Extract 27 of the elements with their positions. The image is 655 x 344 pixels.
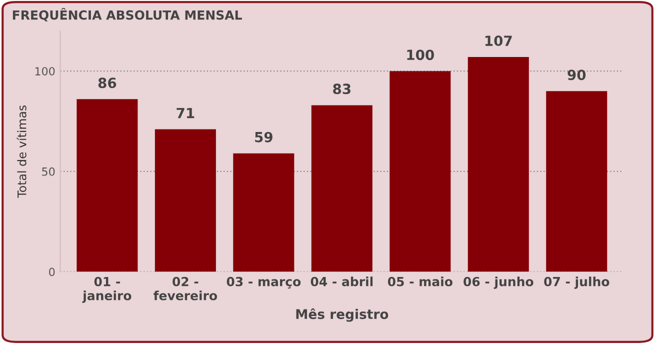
data-label: 86 xyxy=(98,78,116,88)
bar xyxy=(311,105,372,272)
y-axis-title: Total de vítimas xyxy=(16,105,26,198)
data-label: 83 xyxy=(333,84,350,94)
x-tick-label: 06 - junho xyxy=(464,276,534,289)
bar xyxy=(76,99,138,272)
x-tick-label: 03 - março xyxy=(226,276,301,289)
chart-title: FREQUÊNCIA ABSOLUTA MENSAL xyxy=(12,8,242,22)
x-tick-label: 02 - fevereiro xyxy=(154,276,218,300)
data-label: 71 xyxy=(176,108,194,118)
y-tick-label: 50 xyxy=(42,167,55,176)
y-tick-label: 100 xyxy=(35,67,55,76)
bar xyxy=(233,153,294,272)
x-tick-label: 05 - maio xyxy=(388,276,452,286)
bar xyxy=(390,71,451,272)
x-axis-title: Mês registro xyxy=(296,308,388,322)
data-label: 90 xyxy=(568,70,586,80)
y-tick-label: 0 xyxy=(49,268,55,276)
data-label: 107 xyxy=(485,36,512,46)
data-label: 100 xyxy=(407,50,434,60)
bar xyxy=(468,57,529,272)
data-label: 59 xyxy=(255,132,272,142)
x-tick-label: 01 - janeiro xyxy=(82,276,132,303)
x-tick-label: 04 - abril xyxy=(310,276,373,286)
bar xyxy=(154,129,216,272)
x-tick-label: 07 - julho xyxy=(544,276,610,289)
bar xyxy=(546,91,608,272)
